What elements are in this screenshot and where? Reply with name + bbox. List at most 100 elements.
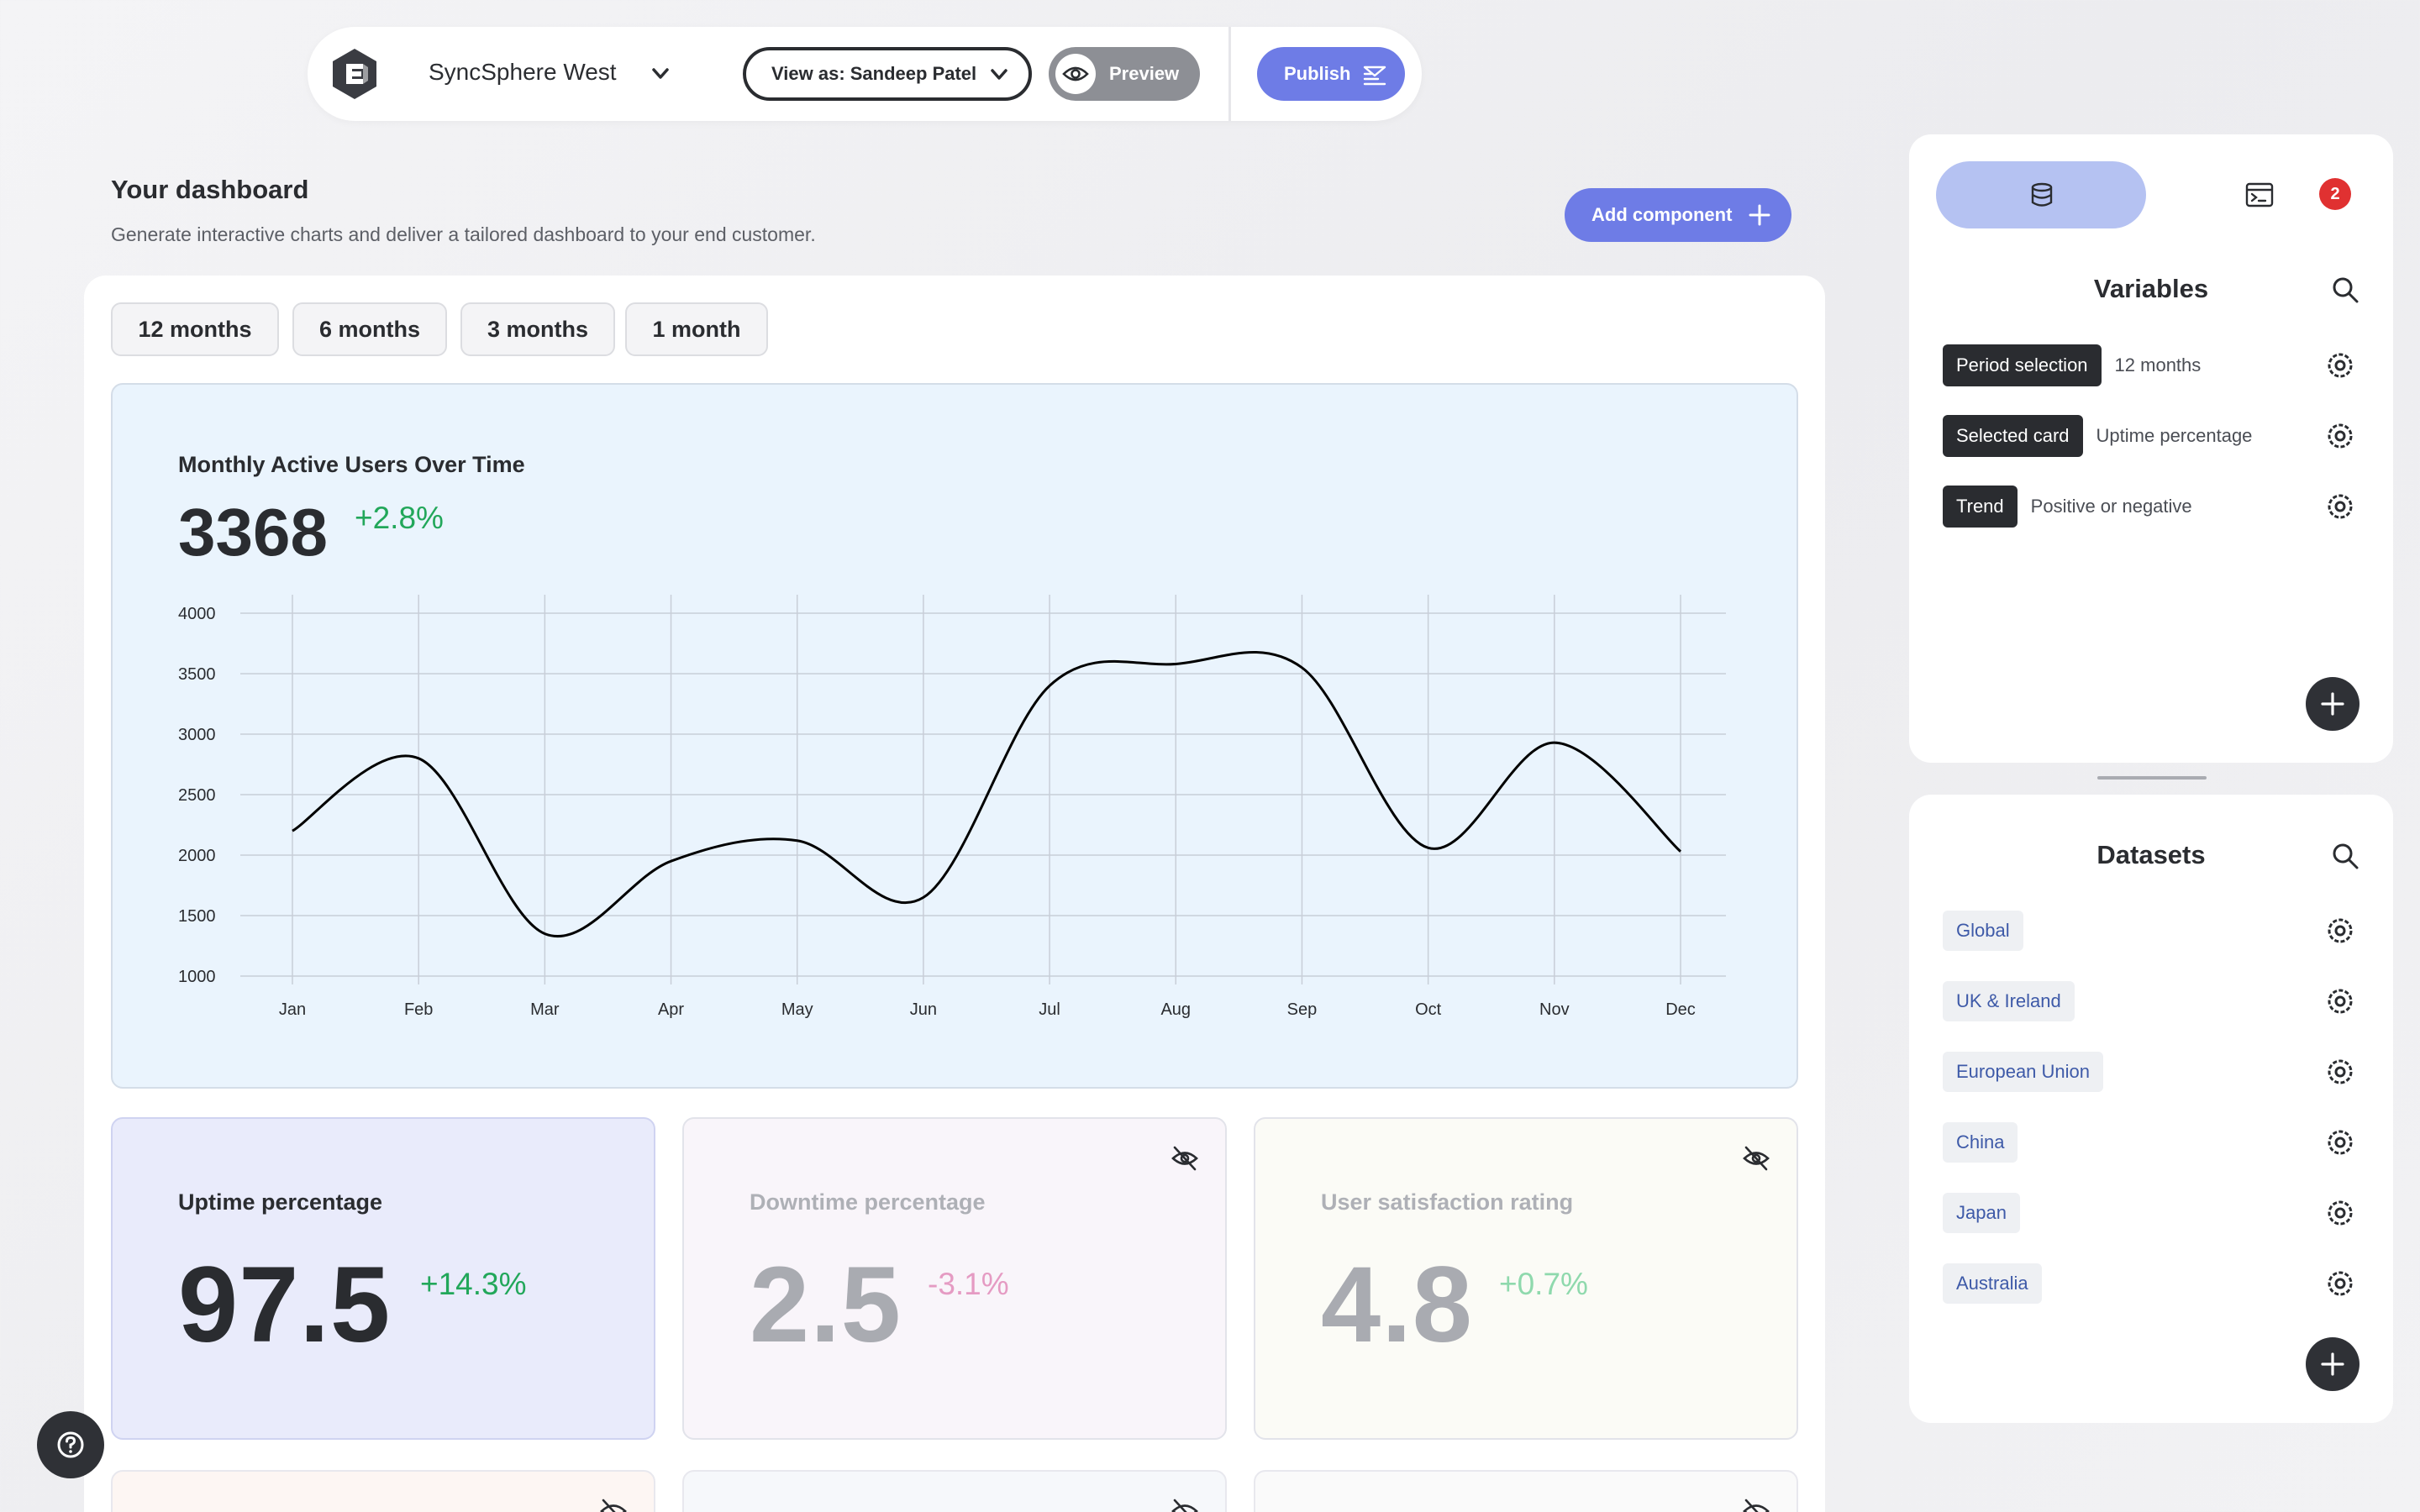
metric-value: 97.5 — [178, 1245, 392, 1365]
gear-icon[interactable] — [2324, 915, 2356, 947]
chart-delta: +2.8% — [355, 501, 444, 535]
gear-icon[interactable] — [2324, 349, 2356, 381]
metric-card-partial[interactable] — [111, 1470, 655, 1512]
view-as-select[interactable]: View as: Sandeep Patel — [743, 47, 1032, 101]
dataset-item[interactable]: Japan — [1943, 1193, 2020, 1233]
x-tick-label: Sep — [1287, 1000, 1318, 1019]
variable-row[interactable]: Trend Positive or negative — [1943, 486, 2192, 528]
metric-value: 4.8 — [1321, 1245, 1473, 1365]
period-12-months-button[interactable]: 12 months — [111, 302, 279, 356]
eye-off-icon[interactable] — [1741, 1144, 1771, 1173]
preview-button[interactable]: Preview — [1049, 47, 1200, 101]
metric-value: 2.5 — [750, 1245, 902, 1365]
y-tick-label: 2500 — [178, 786, 216, 805]
metric-title: User satisfaction rating — [1321, 1189, 1574, 1215]
variable-tag: Period selection — [1943, 344, 2102, 386]
variable-tag: Selected card — [1943, 415, 2083, 457]
app-logo-icon[interactable] — [326, 45, 383, 102]
gear-icon[interactable] — [2324, 1126, 2356, 1158]
gear-icon[interactable] — [2324, 1197, 2356, 1229]
dashboard-canvas: 12 months 6 months 3 months 1 month Mont… — [84, 276, 1825, 1512]
panel-resize-handle[interactable] — [2097, 776, 2207, 780]
x-tick-label: May — [781, 1000, 813, 1019]
eye-off-icon[interactable] — [1170, 1497, 1200, 1512]
metric-card-uptime[interactable]: Uptime percentage 97.5 +14.3% — [111, 1117, 655, 1440]
metric-card-satisfaction[interactable]: User satisfaction rating 4.8 +0.7% — [1254, 1117, 1798, 1440]
view-as-label: View as: Sandeep Patel — [771, 63, 977, 84]
variable-value: 12 months — [2114, 354, 2202, 375]
metric-delta: +0.7% — [1499, 1267, 1588, 1301]
preview-label: Preview — [1109, 63, 1180, 84]
add-dataset-button[interactable] — [2306, 1337, 2360, 1391]
gear-icon[interactable] — [2324, 420, 2356, 452]
y-tick-label: 4000 — [178, 605, 216, 623]
variable-row[interactable]: Selected card Uptime percentage — [1943, 415, 2252, 457]
plus-icon — [1749, 204, 1770, 226]
send-icon — [1363, 66, 1386, 86]
chart-title: Monthly Active Users Over Time — [178, 452, 525, 477]
x-tick-label: Jun — [910, 1000, 937, 1019]
database-icon — [2031, 182, 2053, 207]
series-line — [292, 651, 1681, 937]
dataset-item[interactable]: China — [1943, 1122, 2018, 1163]
eye-off-icon[interactable] — [598, 1497, 629, 1512]
metric-card-partial[interactable] — [682, 1470, 1227, 1512]
gear-icon[interactable] — [2324, 1268, 2356, 1299]
add-component-button[interactable]: Add component — [1565, 188, 1791, 242]
datasets-panel: Datasets Global UK & Ireland European Un… — [1909, 795, 2393, 1423]
eye-off-icon[interactable] — [1741, 1497, 1771, 1512]
eye-icon — [1055, 54, 1096, 94]
help-button[interactable] — [37, 1411, 104, 1478]
x-tick-label: Feb — [404, 1000, 433, 1019]
period-3-months-button[interactable]: 3 months — [460, 302, 615, 356]
y-tick-label: 3500 — [178, 665, 216, 684]
publish-button[interactable]: Publish — [1257, 47, 1405, 101]
tab-data[interactable] — [1936, 161, 2146, 228]
search-icon[interactable] — [2331, 276, 2360, 304]
gear-icon[interactable] — [2324, 491, 2356, 522]
add-variable-button[interactable] — [2306, 677, 2360, 731]
toolbar-divider — [1228, 27, 1231, 121]
gear-icon[interactable] — [2324, 985, 2356, 1017]
metric-card-downtime[interactable]: Downtime percentage 2.5 -3.1% — [682, 1117, 1227, 1440]
datasets-title: Datasets — [2096, 840, 2206, 869]
chart-value: 3368 — [178, 495, 328, 570]
variables-panel: 2 Variables Period selection 12 months S… — [1909, 134, 2393, 763]
chevron-down-icon — [991, 69, 1007, 80]
dataset-item[interactable]: UK & Ireland — [1943, 981, 2075, 1021]
variable-row[interactable]: Period selection 12 months — [1943, 344, 2201, 386]
y-tick-label: 2000 — [178, 847, 216, 865]
gear-icon[interactable] — [2324, 1056, 2356, 1088]
eye-off-icon[interactable] — [1170, 1144, 1200, 1173]
dataset-item[interactable]: Australia — [1943, 1263, 2042, 1304]
chart-card[interactable]: Monthly Active Users Over Time 3368 +2.8… — [111, 383, 1798, 1089]
plus-icon — [2321, 692, 2344, 716]
x-tick-label: Nov — [1539, 1000, 1570, 1019]
workspace-name[interactable]: SyncSphere West — [429, 59, 617, 85]
metric-delta: +14.3% — [420, 1267, 527, 1301]
metric-title: Downtime percentage — [750, 1189, 986, 1215]
y-tick-label: 1500 — [178, 907, 216, 926]
metric-title: Uptime percentage — [178, 1189, 383, 1215]
dataset-item[interactable]: Global — [1943, 911, 2023, 951]
help-icon — [57, 1431, 84, 1458]
variable-value: Uptime percentage — [2096, 425, 2253, 446]
add-component-label: Add component — [1591, 204, 1733, 225]
x-tick-label: Aug — [1160, 1000, 1191, 1019]
page-title: Your dashboard — [111, 175, 309, 204]
metric-card-partial[interactable] — [1254, 1470, 1798, 1512]
chevron-down-icon[interactable] — [649, 64, 672, 84]
x-tick-label: Oct — [1415, 1000, 1442, 1019]
publish-label: Publish — [1284, 63, 1351, 84]
period-6-months-button[interactable]: 6 months — [292, 302, 447, 356]
period-1-month-button[interactable]: 1 month — [625, 302, 768, 356]
line-chart: 1000 1500 2000 2500 3000 3500 4000 Jan Feb Mar Apr… — [178, 595, 1726, 1019]
metric-delta: -3.1% — [928, 1267, 1009, 1301]
terminal-icon[interactable] — [2245, 181, 2274, 208]
search-icon[interactable] — [2331, 842, 2360, 870]
variable-value: Positive or negative — [2030, 496, 2192, 517]
dataset-item[interactable]: European Union — [1943, 1052, 2104, 1092]
x-tick-label: Dec — [1665, 1000, 1696, 1019]
y-tick-label: 3000 — [178, 726, 216, 744]
y-tick-label: 1000 — [178, 968, 216, 986]
